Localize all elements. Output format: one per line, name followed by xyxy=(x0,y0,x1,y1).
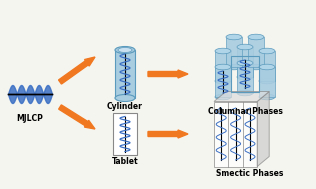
FancyArrow shape xyxy=(58,57,95,84)
Ellipse shape xyxy=(215,48,231,54)
Text: Smectic Phases: Smectic Phases xyxy=(216,169,284,178)
Ellipse shape xyxy=(226,64,242,70)
Ellipse shape xyxy=(115,46,135,53)
Ellipse shape xyxy=(248,34,264,40)
Bar xyxy=(259,67,275,97)
Ellipse shape xyxy=(259,78,275,84)
Text: MJLCP: MJLCP xyxy=(16,114,43,123)
Bar xyxy=(237,63,253,93)
Bar xyxy=(237,47,253,77)
FancyArrow shape xyxy=(148,130,188,138)
Ellipse shape xyxy=(259,94,275,100)
Ellipse shape xyxy=(259,48,275,54)
Bar xyxy=(226,37,242,67)
Ellipse shape xyxy=(237,44,253,50)
Ellipse shape xyxy=(115,94,135,101)
Text: Columnar Phases: Columnar Phases xyxy=(208,107,283,116)
Ellipse shape xyxy=(237,74,253,80)
Ellipse shape xyxy=(259,64,275,70)
Bar xyxy=(115,50,135,98)
Text: Cylinder: Cylinder xyxy=(107,102,143,111)
Ellipse shape xyxy=(118,47,132,53)
Ellipse shape xyxy=(237,60,253,66)
Bar xyxy=(113,113,137,155)
Text: Tablet: Tablet xyxy=(112,157,138,166)
Bar xyxy=(215,51,231,81)
FancyArrow shape xyxy=(59,105,95,129)
Polygon shape xyxy=(214,91,269,101)
Ellipse shape xyxy=(215,64,231,70)
Bar xyxy=(259,51,275,81)
Bar xyxy=(248,37,264,67)
Bar xyxy=(231,56,259,92)
Bar xyxy=(214,101,257,167)
Ellipse shape xyxy=(215,94,231,100)
Ellipse shape xyxy=(215,78,231,84)
Ellipse shape xyxy=(248,64,264,70)
Ellipse shape xyxy=(226,34,242,40)
FancyArrow shape xyxy=(148,70,188,78)
Bar xyxy=(215,67,231,97)
Ellipse shape xyxy=(237,90,253,96)
Polygon shape xyxy=(257,91,269,167)
